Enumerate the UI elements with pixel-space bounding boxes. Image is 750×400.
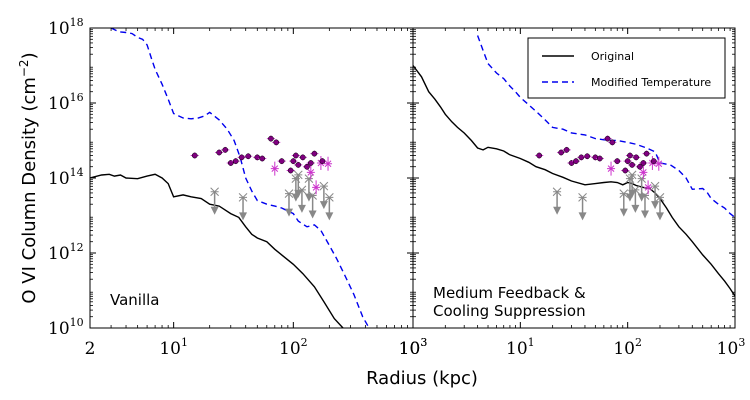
upper-limit-marker (297, 185, 307, 213)
detection-marker (302, 163, 311, 170)
upper-limit-marker (619, 189, 629, 217)
detection-marker (603, 135, 612, 142)
detection-marker (244, 153, 253, 160)
detection-marker (613, 158, 622, 165)
series-line-modified-temperature (110, 28, 370, 328)
detection-marker (628, 161, 637, 168)
upper-limit-marker (578, 193, 587, 221)
star-marker (270, 161, 279, 176)
detection-marker (583, 153, 592, 160)
y-tick-label: 1018 (48, 16, 84, 39)
detection-marker (642, 150, 651, 157)
legend-box (527, 37, 726, 99)
detection-marker (226, 160, 235, 166)
series-line-original (90, 173, 344, 328)
y-tick-label: 1014 (48, 166, 84, 189)
upper-limit-marker (631, 185, 640, 213)
x-tick-label: 103 (399, 336, 428, 359)
x-axis-label: Radius (kpc) (366, 368, 478, 389)
detection-marker (215, 149, 224, 156)
detection-marker (237, 154, 246, 161)
panel-label-line-2: Cooling Suppression (433, 302, 586, 320)
detection-marker (190, 152, 199, 159)
detection-marker (535, 152, 544, 159)
x-tick-label: 2 (85, 339, 96, 359)
upper-limit-marker (324, 193, 334, 221)
upper-limit-marker (650, 181, 660, 210)
detection-marker (571, 158, 580, 165)
upper-limit-marker (210, 187, 219, 215)
detection-marker (608, 139, 617, 146)
detection-marker (291, 152, 300, 159)
y-axis-label: O VI Column Density (cm−2) (17, 52, 40, 303)
detection-marker (625, 152, 634, 159)
x-tick-label: 102 (613, 336, 642, 359)
upper-limit-marker (627, 170, 637, 198)
detection-marker (621, 167, 630, 174)
y-tick-label: 1016 (48, 91, 84, 114)
detection-marker (639, 160, 648, 166)
panel-frame (412, 27, 736, 329)
panel-vanilla: 2 101 102 103 1010 1012 1014 1016 1018 Vanilla (48, 16, 427, 359)
star-marker (644, 180, 653, 195)
detection-marker (298, 154, 307, 161)
detection-marker (557, 149, 566, 156)
x-tick-label: 101 (506, 336, 535, 359)
star-marker (607, 161, 616, 176)
star-marker (654, 156, 663, 171)
detection-marker (306, 160, 315, 166)
upper-limit-marker (640, 191, 650, 219)
y-tick-label: 1010 (48, 316, 84, 339)
star-marker (312, 180, 321, 195)
detection-marker (277, 158, 286, 165)
upper-limit-marker (284, 189, 294, 217)
detection-marker (221, 146, 230, 153)
upper-limit-marker (637, 174, 647, 202)
detection-marker (310, 150, 319, 157)
x-tick-label: 103 (399, 336, 428, 359)
star-marker (306, 165, 315, 180)
detection-marker (286, 167, 295, 174)
detection-marker (272, 139, 281, 146)
x-tick-label: 102 (279, 336, 308, 359)
detection-marker (266, 135, 275, 142)
upper-limit-marker (308, 191, 317, 219)
star-marker (324, 156, 333, 171)
legend-label-modified: Modified Temperature (591, 76, 711, 89)
detection-marker (562, 146, 571, 153)
upper-limit-marker (238, 193, 248, 221)
detection-marker (258, 155, 267, 162)
panel-medium-feedback: 103 101 102 103 Medium Feedback & Cooling S… (399, 27, 746, 359)
detection-marker (632, 154, 641, 161)
detection-marker (318, 158, 327, 165)
detection-marker (294, 161, 303, 168)
detection-marker (577, 154, 586, 161)
star-marker (639, 165, 648, 180)
series-line-original (413, 65, 735, 297)
upper-limit-marker (304, 174, 314, 202)
legend: Original Modified Temperature (527, 37, 726, 99)
legend-label-original: Original (591, 50, 634, 63)
detection-marker (649, 158, 658, 165)
detection-marker (289, 158, 298, 165)
panel-label-line-1: Medium Feedback & (433, 284, 586, 302)
upper-limit-marker (319, 181, 329, 210)
detection-marker (231, 158, 240, 165)
x-tick-label: 103 (717, 336, 746, 359)
y-tick-label: 1012 (48, 241, 84, 264)
upper-limit-marker (655, 193, 665, 221)
detection-marker (635, 163, 644, 170)
x-tick-label: 101 (159, 336, 188, 359)
panel-label-vanilla: Vanilla (110, 291, 160, 309)
upper-limit-marker (552, 187, 562, 215)
detection-marker (623, 158, 632, 165)
detection-marker (595, 155, 604, 162)
